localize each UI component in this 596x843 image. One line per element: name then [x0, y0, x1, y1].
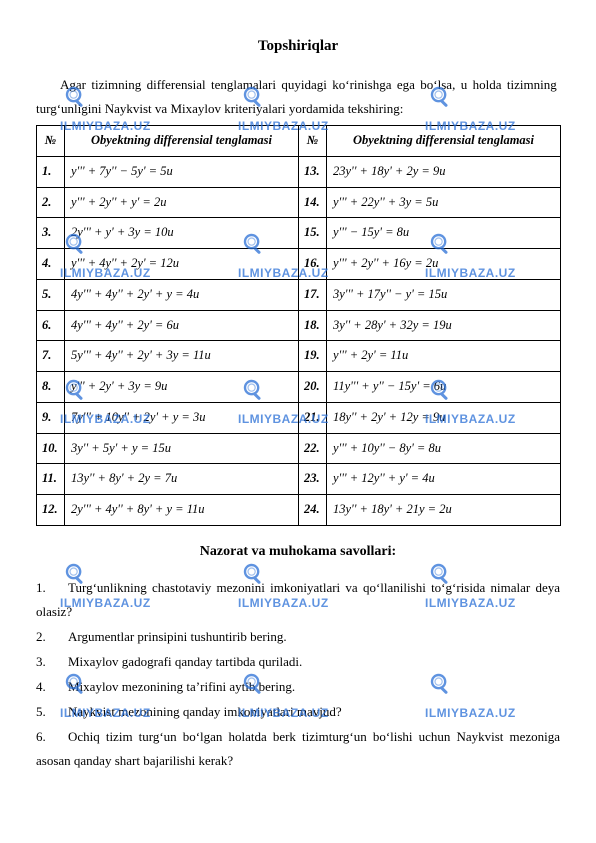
- table-row: 1.y''' + 7y'' − 5y' = 5u13.23y'' + 18y' …: [37, 156, 561, 187]
- questions-heading: Nazorat va muhokama savollari:: [36, 544, 560, 560]
- question-item: 3.Mixaylov gadografi qanday tartibda qur…: [36, 650, 560, 674]
- row-eq-b: y''' + 2y'' + 16y = 2u: [327, 249, 561, 280]
- row-eq-b: 23y'' + 18y' + 2y = 9u: [327, 156, 561, 187]
- row-num-a: 8.: [37, 372, 65, 403]
- row-num-b: 14.: [299, 187, 327, 218]
- row-num-b: 13.: [299, 156, 327, 187]
- intro-paragraph: Agar tizimning differensial tenglamalari…: [36, 73, 560, 121]
- row-num-a: 7.: [37, 341, 65, 372]
- table-row: 5.4y''' + 4y'' + 2y' + y = 4u17.3y''' + …: [37, 279, 561, 310]
- row-num-a: 11.: [37, 464, 65, 495]
- row-num-b: 17.: [299, 279, 327, 310]
- row-num-b: 20.: [299, 372, 327, 403]
- table-row: 7.5y''' + 4y'' + 2y' + 3y = 11u19.y''' +…: [37, 341, 561, 372]
- row-eq-b: 13y'' + 18y' + 21y = 2u: [327, 495, 561, 526]
- row-eq-b: y''' + 10y'' − 8y' = 8u: [327, 433, 561, 464]
- table-row: 6.4y''' + 4y'' + 2y' = 6u18.3y'' + 28y' …: [37, 310, 561, 341]
- table-row: 9.7y''' + 10y'' + 2y' + y = 3u21.18y'' +…: [37, 402, 561, 433]
- table-row: 3.2y''' + y' + 3y = 10u15.y''' − 15y' = …: [37, 218, 561, 249]
- table-header-row: № Obyektning differensial tenglamasi № O…: [37, 126, 561, 157]
- row-eq-a: 7y''' + 10y'' + 2y' + y = 3u: [65, 402, 299, 433]
- row-num-a: 1.: [37, 156, 65, 187]
- row-eq-a: 2y''' + y' + 3y = 10u: [65, 218, 299, 249]
- table-row: 10.3y'' + 5y' + y = 15u22.y''' + 10y'' −…: [37, 433, 561, 464]
- col-num-a: №: [37, 126, 65, 157]
- col-eq-b: Obyektning differensial tenglamasi: [327, 126, 561, 157]
- row-eq-b: 3y''' + 17y'' − y' = 15u: [327, 279, 561, 310]
- row-eq-b: 11y''' + y'' − 15y' = 6u: [327, 372, 561, 403]
- row-num-b: 22.: [299, 433, 327, 464]
- row-eq-b: y''' + 2y' = 11u: [327, 341, 561, 372]
- row-num-a: 6.: [37, 310, 65, 341]
- row-num-a: 3.: [37, 218, 65, 249]
- row-eq-a: 4y''' + 4y'' + 2y' + y = 4u: [65, 279, 299, 310]
- row-eq-b: y''' + 22y'' + 3y = 5u: [327, 187, 561, 218]
- row-eq-a: 3y'' + 5y' + y = 15u: [65, 433, 299, 464]
- question-item: 6.Ochiq tizim turg‘un bo‘lgan holatda be…: [36, 725, 560, 773]
- row-num-a: 12.: [37, 495, 65, 526]
- col-eq-a: Obyektning differensial tenglamasi: [65, 126, 299, 157]
- row-eq-a: 13y'' + 8y' + 2y = 7u: [65, 464, 299, 495]
- question-item: 2.Argumentlar prinsipini tushuntirib ber…: [36, 625, 560, 649]
- row-num-a: 4.: [37, 249, 65, 280]
- question-item: 4.Mixaylov mezonining ta’rifini aytib be…: [36, 675, 560, 699]
- row-eq-a: 5y''' + 4y'' + 2y' + 3y = 11u: [65, 341, 299, 372]
- row-eq-a: 4y''' + 4y'' + 2y' = 6u: [65, 310, 299, 341]
- row-eq-a: y''' + 4y'' + 2y' = 12u: [65, 249, 299, 280]
- row-num-a: 2.: [37, 187, 65, 218]
- table-row: 11.13y'' + 8y' + 2y = 7u23.y''' + 12y'' …: [37, 464, 561, 495]
- row-num-b: 15.: [299, 218, 327, 249]
- question-item: 1.Turg‘unlikning chastotaviy mezonini im…: [36, 576, 560, 624]
- row-num-b: 24.: [299, 495, 327, 526]
- table-row: 4.y''' + 4y'' + 2y' = 12u16.y''' + 2y'' …: [37, 249, 561, 280]
- questions-list: 1.Turg‘unlikning chastotaviy mezonini im…: [36, 576, 560, 773]
- row-num-b: 21.: [299, 402, 327, 433]
- row-eq-b: y''' + 12y'' + y' = 4u: [327, 464, 561, 495]
- row-eq-a: y''' + 2y' + 3y = 9u: [65, 372, 299, 403]
- col-num-b: №: [299, 126, 327, 157]
- page-title: Topshiriqlar: [36, 38, 560, 55]
- table-row: 2.y''' + 2y'' + y' = 2u14.y''' + 22y'' +…: [37, 187, 561, 218]
- row-num-a: 5.: [37, 279, 65, 310]
- row-eq-a: y''' + 2y'' + y' = 2u: [65, 187, 299, 218]
- row-num-a: 9.: [37, 402, 65, 433]
- row-eq-a: 2y''' + 4y'' + 8y' + y = 11u: [65, 495, 299, 526]
- row-eq-a: y''' + 7y'' − 5y' = 5u: [65, 156, 299, 187]
- row-num-b: 23.: [299, 464, 327, 495]
- row-eq-b: 3y'' + 28y' + 32y = 19u: [327, 310, 561, 341]
- row-eq-b: 18y'' + 2y' + 12y = 9u: [327, 402, 561, 433]
- row-num-b: 19.: [299, 341, 327, 372]
- question-item: 5.Naykvist mezonining qanday imkoniyatla…: [36, 700, 560, 724]
- table-row: 12.2y''' + 4y'' + 8y' + y = 11u24.13y'' …: [37, 495, 561, 526]
- table-row: 8.y''' + 2y' + 3y = 9u20.11y''' + y'' − …: [37, 372, 561, 403]
- equations-table: № Obyektning differensial tenglamasi № O…: [36, 125, 561, 526]
- row-num-b: 16.: [299, 249, 327, 280]
- row-num-b: 18.: [299, 310, 327, 341]
- row-num-a: 10.: [37, 433, 65, 464]
- row-eq-b: y''' − 15y' = 8u: [327, 218, 561, 249]
